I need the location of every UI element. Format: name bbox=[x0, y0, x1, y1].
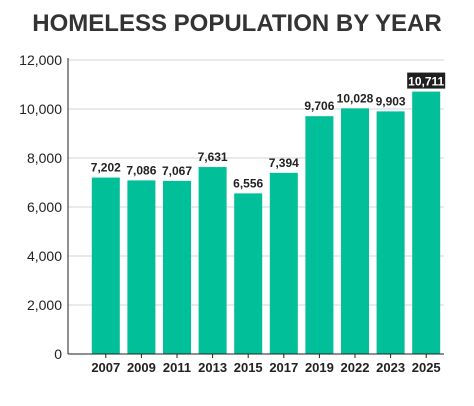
x-tick-label: 2017 bbox=[269, 360, 298, 375]
x-tick-label: 2009 bbox=[127, 360, 156, 375]
bar bbox=[412, 91, 441, 354]
data-label: 10,711 bbox=[408, 75, 444, 89]
bar bbox=[305, 116, 334, 354]
data-label: 10,028 bbox=[337, 91, 374, 105]
x-tick-label: 2025 bbox=[412, 360, 441, 375]
data-label: 7,067 bbox=[162, 164, 192, 178]
bar bbox=[91, 177, 120, 354]
bar bbox=[234, 193, 263, 354]
x-tick-label: 2011 bbox=[163, 360, 191, 375]
bar bbox=[163, 180, 191, 354]
data-label: 7,202 bbox=[91, 161, 121, 175]
y-tick-label: 4,000 bbox=[27, 248, 62, 264]
y-tick-label: 6,000 bbox=[27, 199, 62, 215]
data-labels: 7,202 7,086 7,067 7,631 6,556 7,394 9,70610,02… bbox=[91, 72, 446, 190]
x-tick-label: 2023 bbox=[376, 360, 405, 375]
highlight-label-background bbox=[407, 72, 446, 89]
bar bbox=[376, 111, 405, 355]
y-tick-label: 2,000 bbox=[27, 297, 62, 313]
y-tick-label: 10,000 bbox=[19, 101, 62, 117]
x-tick-label: 2022 bbox=[341, 360, 370, 375]
data-label: 7,086 bbox=[126, 163, 156, 177]
axes: 0 2,000 4,000 6,000 8,000 10,000 12,000 2007 200… bbox=[19, 52, 444, 375]
data-label: 7,394 bbox=[269, 156, 299, 170]
data-label: 9,706 bbox=[304, 99, 334, 113]
data-label: 6,556 bbox=[233, 176, 263, 190]
x-tick-label: 2007 bbox=[91, 360, 120, 375]
y-tick-label: 8,000 bbox=[27, 150, 62, 166]
bars bbox=[91, 91, 441, 355]
y-tick-label: 0 bbox=[54, 346, 62, 362]
bar bbox=[127, 180, 156, 354]
y-tick-label: 12,000 bbox=[19, 52, 62, 68]
x-tick-label: 2019 bbox=[305, 360, 334, 375]
bar bbox=[198, 167, 227, 354]
data-label: 7,631 bbox=[198, 150, 228, 164]
x-tick-label: 2015 bbox=[234, 360, 263, 375]
bar bbox=[269, 172, 298, 354]
chart-title: HOMELESS POPULATION BY YEAR bbox=[32, 10, 442, 37]
bar bbox=[341, 108, 369, 355]
x-tick-label: 2013 bbox=[198, 360, 227, 375]
data-label: 9,903 bbox=[376, 94, 406, 108]
